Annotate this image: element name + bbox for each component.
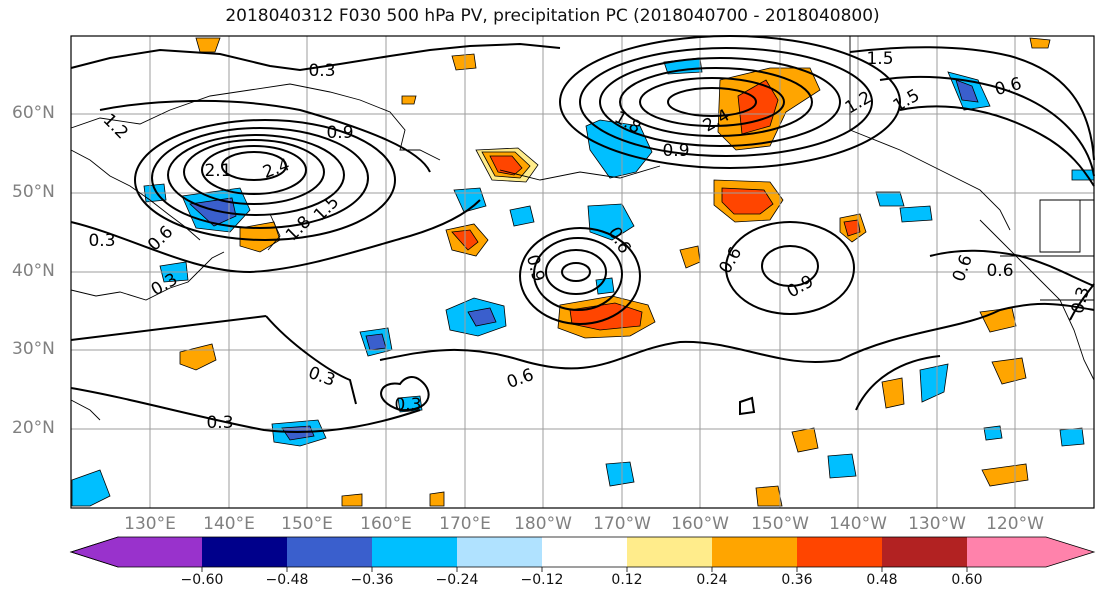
anomaly-blob xyxy=(899,205,933,223)
colorbar-segment xyxy=(202,537,287,567)
colorbar-ticks xyxy=(201,567,968,572)
lon-label: 120°W xyxy=(986,514,1044,534)
colorbar-tick-label: −0.24 xyxy=(435,572,479,588)
colorbar-segment xyxy=(372,537,457,567)
contour-label: 2.1 xyxy=(204,161,231,181)
contour-label: 0.3 xyxy=(394,395,421,415)
lon-label: 170°E xyxy=(439,514,491,534)
colorbar-extend-high xyxy=(1046,537,1094,567)
lon-label: 160°W xyxy=(671,514,729,534)
anomaly-blob xyxy=(509,205,535,227)
lon-label: 180°W xyxy=(514,514,572,534)
colorbar xyxy=(69,536,1096,572)
contour-label: 0.3 xyxy=(206,413,233,433)
lon-label: 150°W xyxy=(751,514,809,534)
anomaly-blob xyxy=(1059,427,1085,447)
contour-label: 0.3 xyxy=(88,231,115,251)
colorbar-tick-label: −0.12 xyxy=(520,572,564,588)
anomaly-blob xyxy=(365,333,387,351)
anomaly-blob xyxy=(195,37,221,53)
colorbar-segment xyxy=(712,537,797,567)
lon-label: 160°E xyxy=(360,514,412,534)
colorbar-segment xyxy=(882,537,967,567)
anomaly-blob xyxy=(1029,37,1051,49)
anomaly-blob xyxy=(955,79,979,103)
colorbar-segment xyxy=(542,537,627,567)
anomaly-blob xyxy=(843,219,861,237)
anomaly-blob xyxy=(755,485,783,507)
colorbar-tick-label: 0.24 xyxy=(696,572,728,588)
lat-label: 20°N xyxy=(12,418,55,438)
colorbar-segment xyxy=(287,537,372,567)
anomaly-blob xyxy=(453,187,487,213)
anomaly-blob xyxy=(721,187,774,215)
anomaly-blob xyxy=(875,191,905,207)
anomaly-blob xyxy=(991,357,1027,385)
anomaly-blob xyxy=(605,461,635,487)
colorbar-segment xyxy=(967,537,1047,567)
colorbar-extend-low xyxy=(69,536,119,568)
colorbar-segment xyxy=(797,537,882,567)
lon-label: 130°W xyxy=(908,514,966,534)
anomaly-blob xyxy=(451,53,477,71)
colorbar-outline xyxy=(69,536,1096,568)
colorbar-tick-label: 0.48 xyxy=(866,572,898,588)
contour-label: 0.9 xyxy=(326,123,353,143)
anomaly-blob xyxy=(585,119,653,179)
map-title: 2018040312 F030 500 hPa PV, precipitatio… xyxy=(225,6,880,26)
colorbar-tick-label: −0.36 xyxy=(350,572,394,588)
lon-label: 140°E xyxy=(203,514,255,534)
lat-label: 40°N xyxy=(12,261,55,281)
colorbar-tick-label: 0.36 xyxy=(781,572,813,588)
anomaly-blob xyxy=(595,277,615,295)
anomaly-blob xyxy=(341,493,363,507)
colorbar-segment xyxy=(117,537,202,567)
anomaly-blob xyxy=(983,425,1003,441)
contour-label: 0.9 xyxy=(662,141,689,161)
anomaly-blob xyxy=(881,377,905,409)
colorbar-tick-label: −0.60 xyxy=(180,572,224,588)
colorbar-tick-label: 0.60 xyxy=(951,572,983,588)
anomaly-blob xyxy=(429,491,445,507)
pv-contours xyxy=(70,35,1095,433)
colorbar-segment xyxy=(457,537,542,567)
map-frame xyxy=(70,35,1095,509)
colorbar-segment xyxy=(627,537,712,567)
anomaly-blob xyxy=(489,155,523,176)
anomaly-blob xyxy=(981,463,1029,487)
lat-label: 50°N xyxy=(12,182,55,202)
contour-label: 0.3 xyxy=(308,61,335,81)
anomaly-blob xyxy=(401,95,417,105)
anomaly-blob xyxy=(827,453,857,479)
anomaly-blob xyxy=(467,307,497,327)
lon-label: 140°W xyxy=(829,514,887,534)
lon-label: 170°W xyxy=(593,514,651,534)
lat-label: 30°N xyxy=(12,339,55,359)
positive-anomaly-shading xyxy=(179,37,1051,507)
anomaly-blob xyxy=(71,469,111,507)
lon-label: 130°E xyxy=(124,514,176,534)
lon-label: 150°E xyxy=(281,514,333,534)
anomaly-blob xyxy=(919,363,949,403)
contour-label: 0.6 xyxy=(986,261,1013,281)
lat-label: 60°N xyxy=(12,103,55,123)
anomaly-blob xyxy=(239,221,281,253)
colorbar-tick-label: 0.12 xyxy=(611,572,643,588)
colorbar-tick-label: −0.48 xyxy=(265,572,309,588)
contour-label: 1.5 xyxy=(866,49,893,69)
